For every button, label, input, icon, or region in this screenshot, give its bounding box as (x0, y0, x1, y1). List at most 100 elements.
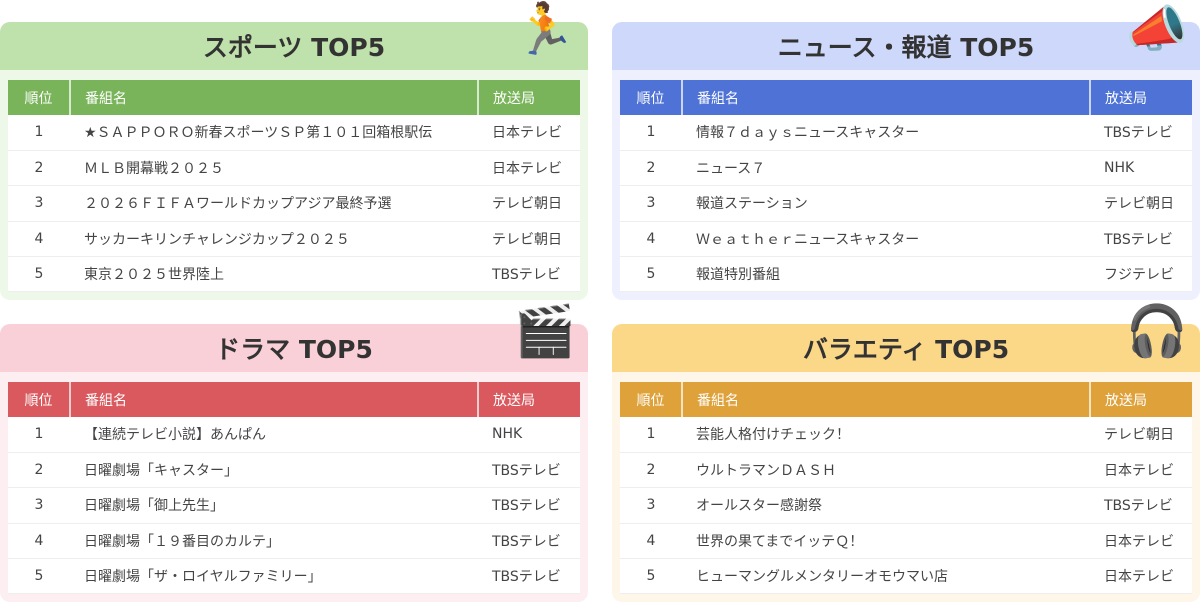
table-row: 3 ２０２６ＦＩＦＡワールドカップアジア最終予選 テレビ朝日 (8, 185, 580, 222)
table-row: 4 サッカーキリンチャレンジカップ２０２５ テレビ朝日 (8, 221, 580, 258)
table-row: 2 ＭＬＢ開幕戦２０２５ 日本テレビ (8, 150, 580, 187)
table-row: 4 Ｗｅａｔｈｅｒニュースキャスター TBSテレビ (620, 221, 1192, 258)
table-row: 4 世界の果てまでイッテＱ！ 日本テレビ (620, 523, 1192, 560)
rank-cell: 2 (8, 150, 70, 187)
station-cell: TBSテレビ (1090, 221, 1192, 258)
rank-cell: 2 (620, 150, 682, 187)
ranking-table: 順位 番組名 放送局 1 【連続テレビ小説】あんぱん NHK 2 日曜劇場「キャ… (8, 382, 580, 595)
panel-title: バラエティ TOP5 (802, 335, 1010, 364)
panel-title-band: ニュース・報道 TOP5 📣 (612, 4, 1200, 70)
station-cell: テレビ朝日 (478, 221, 580, 258)
header-station: 放送局 (493, 90, 535, 107)
rank-cell: 2 (8, 452, 70, 489)
table-header: 順位 番組名 放送局 (620, 80, 1192, 115)
header-program: 番組名 (682, 80, 1091, 115)
rank-cell: 4 (620, 523, 682, 560)
program-cell: 日曜劇場「１９番目のカルテ」 (70, 523, 478, 560)
ranking-table-wrap: 順位 番組名 放送局 1 芸能人格付けチェック！ テレビ朝日 2 ウルトラマンＤ… (612, 372, 1200, 602)
program-cell: 日曜劇場「キャスター」 (70, 452, 478, 489)
star-headphones-icon: 🎧 (1125, 302, 1188, 360)
station-cell: TBSテレビ (478, 487, 580, 524)
table-header: 順位 番組名 放送局 (8, 382, 580, 417)
table-row: 3 報道ステーション テレビ朝日 (620, 185, 1192, 222)
station-cell: 日本テレビ (1090, 558, 1192, 595)
table-row: 4 日曜劇場「１９番目のカルテ」 TBSテレビ (8, 523, 580, 560)
program-cell: 日曜劇場「ザ・ロイヤルファミリー」 (70, 558, 478, 595)
rank-cell: 3 (8, 185, 70, 222)
table-row: 2 ニュース７ NHK (620, 150, 1192, 187)
rank-cell: 3 (620, 487, 682, 524)
table-row: 5 東京２０２５世界陸上 TBSテレビ (8, 256, 580, 293)
table-row: 3 オールスター感謝祭 TBSテレビ (620, 487, 1192, 524)
rank-cell: 4 (620, 221, 682, 258)
panel-title: ニュース・報道 TOP5 (777, 33, 1035, 62)
rank-cell: 5 (8, 558, 70, 595)
table-row: 1 芸能人格付けチェック！ テレビ朝日 (620, 417, 1192, 453)
ranking-table-wrap: 順位 番組名 放送局 1 【連続テレビ小説】あんぱん NHK 2 日曜劇場「キャ… (0, 372, 588, 602)
station-cell: 日本テレビ (1090, 523, 1192, 560)
program-cell: サッカーキリンチャレンジカップ２０２５ (70, 221, 478, 258)
program-cell: 報道ステーション (682, 185, 1090, 222)
station-cell: テレビ朝日 (1090, 185, 1192, 222)
station-cell: TBSテレビ (478, 256, 580, 293)
header-program: 番組名 (682, 382, 1091, 417)
program-cell: 芸能人格付けチェック！ (682, 417, 1090, 453)
panel-title: ドラマ TOP5 (215, 335, 373, 364)
rank-cell: 2 (620, 452, 682, 489)
header-rank: 順位 (620, 382, 683, 417)
header-program: 番組名 (70, 80, 479, 115)
rank-cell: 1 (8, 417, 70, 453)
table-row: 3 日曜劇場「御上先生」 TBSテレビ (8, 487, 580, 524)
table-row: 5 ヒューマングルメンタリーオモウマい店 日本テレビ (620, 558, 1192, 595)
header-rank: 順位 (8, 382, 71, 417)
table-row: 1 ★ＳＡＰＰＯＲＯ新春スポーツＳＰ第１０１回箱根駅伝 日本テレビ (8, 115, 580, 151)
program-cell: ウルトラマンＤＡＳＨ (682, 452, 1090, 489)
rank-cell: 3 (8, 487, 70, 524)
table-row: 5 報道特別番組 フジテレビ (620, 256, 1192, 293)
station-cell: NHK (478, 417, 580, 453)
program-cell: ニュース７ (682, 150, 1090, 187)
table-row: 5 日曜劇場「ザ・ロイヤルファミリー」 TBSテレビ (8, 558, 580, 595)
station-cell: TBSテレビ (478, 523, 580, 560)
rank-cell: 1 (620, 115, 682, 151)
table-row: 2 ウルトラマンＤＡＳＨ 日本テレビ (620, 452, 1192, 489)
news-panel: ニュース・報道 TOP5 📣 順位 番組名 放送局 1 情報７ｄａｙｓニュースキ… (612, 4, 1200, 300)
variety-panel: バラエティ TOP5 🎧 順位 番組名 放送局 1 芸能人格付けチェック！ テレ… (612, 306, 1200, 602)
station-cell: 日本テレビ (1090, 452, 1192, 489)
program-cell: Ｗｅａｔｈｅｒニュースキャスター (682, 221, 1090, 258)
header-station: 放送局 (1105, 392, 1147, 409)
header-station: 放送局 (1105, 90, 1147, 107)
panel-title-band: バラエティ TOP5 🎧 (612, 306, 1200, 372)
program-cell: ヒューマングルメンタリーオモウマい店 (682, 558, 1090, 595)
station-cell: TBSテレビ (1090, 487, 1192, 524)
rank-cell: 3 (620, 185, 682, 222)
rank-cell: 1 (8, 115, 70, 151)
program-cell: ★ＳＡＰＰＯＲＯ新春スポーツＳＰ第１０１回箱根駅伝 (70, 115, 478, 151)
program-cell: 【連続テレビ小説】あんぱん (70, 417, 478, 453)
rank-cell: 4 (8, 523, 70, 560)
panel-title: スポーツ TOP5 (202, 33, 386, 62)
program-cell: オールスター感謝祭 (682, 487, 1090, 524)
rank-cell: 4 (8, 221, 70, 258)
rank-cell: 5 (8, 256, 70, 293)
program-cell: ２０２６ＦＩＦＡワールドカップアジア最終予選 (70, 185, 478, 222)
table-row: 2 日曜劇場「キャスター」 TBSテレビ (8, 452, 580, 489)
newspaper-megaphone-icon: 📣 (1125, 0, 1188, 58)
station-cell: フジテレビ (1090, 256, 1192, 293)
program-cell: 世界の果てまでイッテＱ！ (682, 523, 1090, 560)
table-row: 1 情報７ｄａｙｓニュースキャスター TBSテレビ (620, 115, 1192, 151)
ranking-table-wrap: 順位 番組名 放送局 1 ★ＳＡＰＰＯＲＯ新春スポーツＳＰ第１０１回箱根駅伝 日… (0, 70, 588, 300)
table-header: 順位 番組名 放送局 (620, 382, 1192, 417)
rank-cell: 1 (620, 417, 682, 453)
station-cell: 日本テレビ (478, 115, 580, 151)
program-cell: ＭＬＢ開幕戦２０２５ (70, 150, 478, 187)
rank-cell: 5 (620, 558, 682, 595)
program-cell: 報道特別番組 (682, 256, 1090, 293)
station-cell: TBSテレビ (1090, 115, 1192, 151)
sports-panel: スポーツ TOP5 🏃 順位 番組名 放送局 1 ★ＳＡＰＰＯＲＯ新春スポーツＳ… (0, 4, 588, 300)
ranking-table: 順位 番組名 放送局 1 芸能人格付けチェック！ テレビ朝日 2 ウルトラマンＤ… (620, 382, 1192, 595)
header-rank: 順位 (8, 80, 71, 115)
station-cell: テレビ朝日 (1090, 417, 1192, 453)
station-cell: テレビ朝日 (478, 185, 580, 222)
program-cell: 日曜劇場「御上先生」 (70, 487, 478, 524)
